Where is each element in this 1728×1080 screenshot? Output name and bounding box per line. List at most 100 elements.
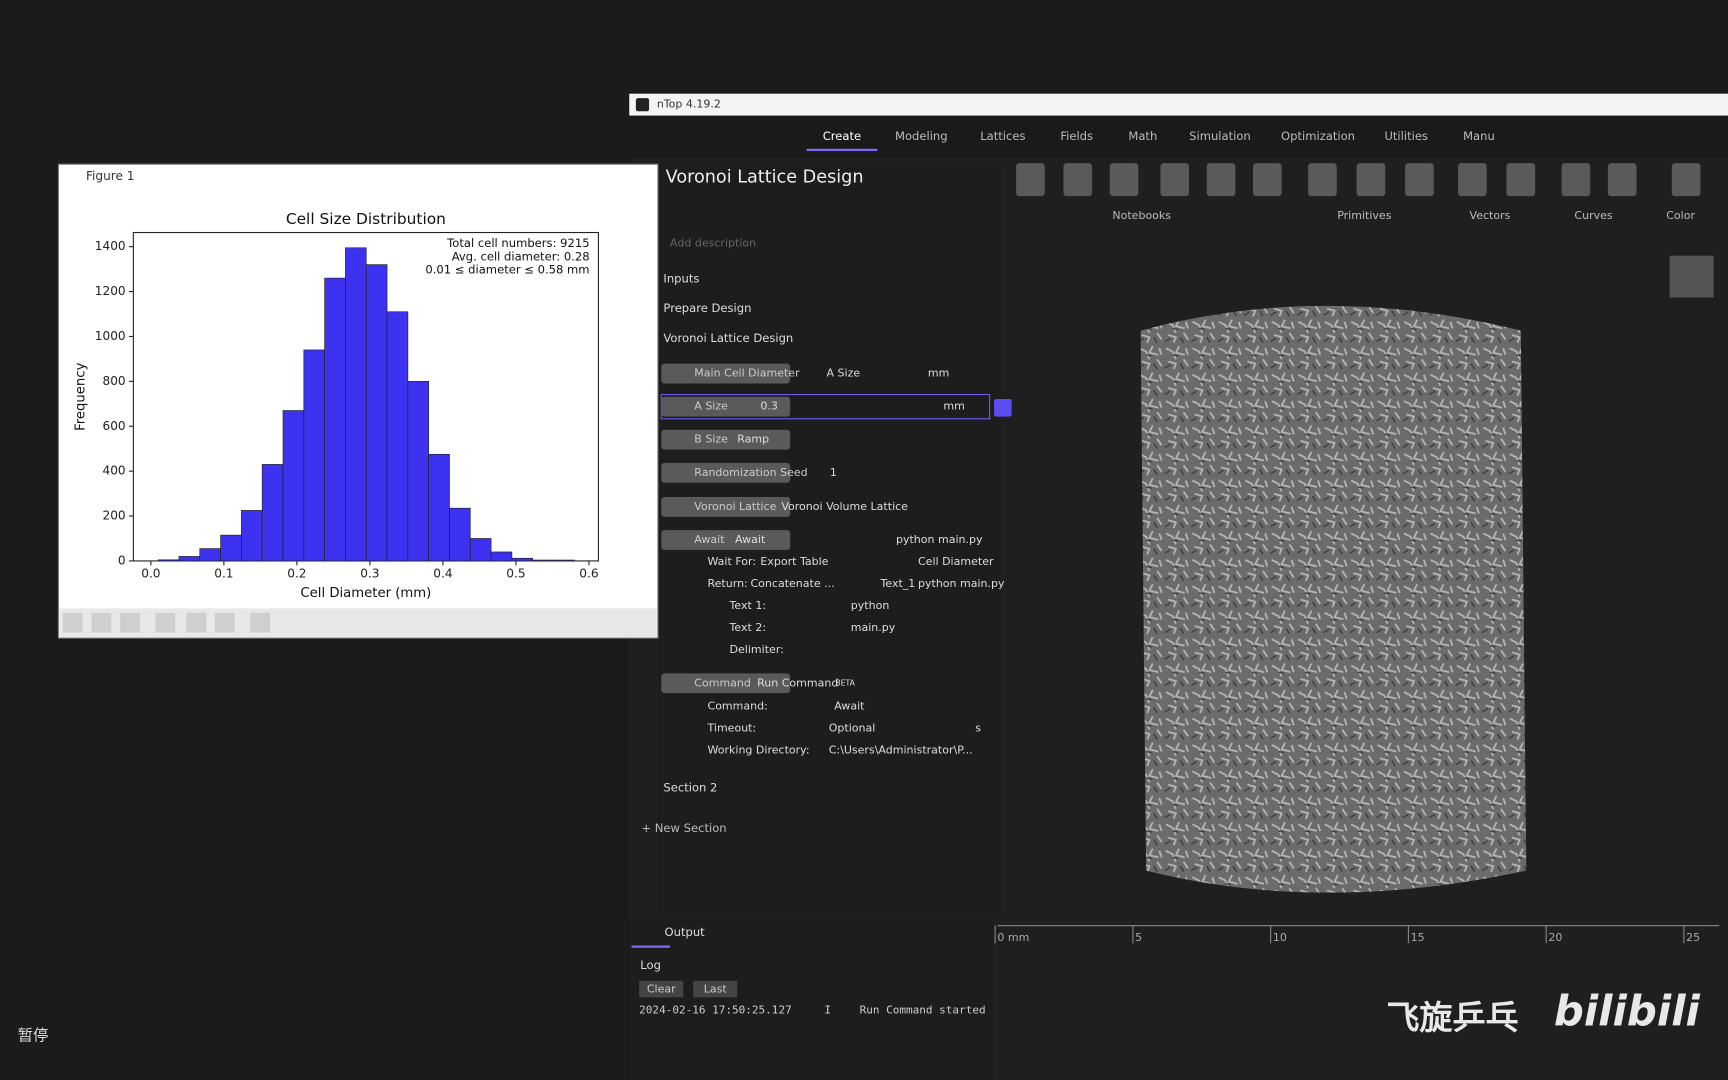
ribbon-icon[interactable] xyxy=(1671,163,1701,197)
ribbon-tab[interactable]: Manu xyxy=(1463,129,1495,143)
block-pill xyxy=(661,396,791,417)
y-tick-label: 600 xyxy=(103,419,126,433)
ribbon-icon[interactable] xyxy=(1160,163,1190,197)
ribbon-group[interactable]: Curves xyxy=(1574,209,1612,222)
x-axis-label: Cell Diameter (mm) xyxy=(300,586,431,601)
ribbon-icon[interactable] xyxy=(1206,163,1236,197)
ruler-label: 25 xyxy=(1686,931,1700,944)
ribbon-icon[interactable] xyxy=(1506,163,1536,197)
histogram-bar xyxy=(199,548,221,562)
histogram-bar xyxy=(449,507,471,562)
app-titlebar xyxy=(629,93,1728,116)
block-value[interactable]: Optional xyxy=(829,721,876,734)
view-cube[interactable] xyxy=(1669,255,1714,298)
ribbon-icon[interactable] xyxy=(1405,163,1434,197)
toolbar-button[interactable] xyxy=(155,612,176,633)
ribbon-icon[interactable] xyxy=(1063,163,1093,197)
ribbon-tab[interactable]: Utilities xyxy=(1384,129,1428,143)
histogram-bar xyxy=(553,559,575,562)
toolbar-button[interactable] xyxy=(250,612,270,633)
block-value[interactable]: C:\Users\Administrator\P... xyxy=(829,743,973,756)
ribbon-tab[interactable]: Modeling xyxy=(895,129,948,143)
block-value: python main.py xyxy=(896,533,983,546)
histogram-bar xyxy=(345,247,367,562)
toolbar-button[interactable] xyxy=(186,612,207,633)
histogram-bar xyxy=(324,277,346,562)
ribbon-icon[interactable] xyxy=(1458,163,1487,197)
toolbar-button[interactable] xyxy=(120,612,140,633)
ribbon-icon[interactable] xyxy=(1356,163,1386,197)
ribbon-icon[interactable] xyxy=(1308,163,1337,197)
voronoi-model xyxy=(1140,305,1527,893)
add-block-button[interactable] xyxy=(994,398,1012,417)
ribbon-tab[interactable]: Math xyxy=(1128,129,1157,143)
toolbar-button[interactable] xyxy=(62,612,83,633)
ribbon-tab[interactable]: Lattices xyxy=(980,129,1025,143)
chart-title: Cell Size Distribution xyxy=(286,210,446,228)
toolbar-button[interactable] xyxy=(214,612,235,633)
block-value[interactable]: A Size xyxy=(827,367,861,380)
section-heading: Section 2 xyxy=(663,780,717,794)
block-label: Randomization Seed xyxy=(694,466,807,479)
x-tick-label: 0.6 xyxy=(579,567,598,581)
histogram-bar xyxy=(365,264,388,562)
block-value[interactable]: Export Table xyxy=(760,555,828,568)
block-label: Command xyxy=(694,676,751,689)
block-value[interactable]: python xyxy=(851,599,890,612)
ribbon-tab[interactable]: Create xyxy=(823,129,861,143)
block-label: Working Directory: xyxy=(708,743,810,756)
toolbar-button[interactable] xyxy=(91,612,112,633)
block-label: A Size xyxy=(694,400,728,413)
ribbon-tab[interactable]: Simulation xyxy=(1189,129,1251,143)
block-pill xyxy=(661,673,791,694)
histogram-bar xyxy=(241,510,263,562)
ribbon-icon[interactable] xyxy=(1253,163,1282,197)
log-button[interactable] xyxy=(693,980,738,998)
histogram-bar xyxy=(407,381,429,562)
pause-label[interactable]: 暂停 xyxy=(18,1026,49,1044)
y-tick-label: 0 xyxy=(118,553,126,567)
block-value[interactable]: Concatenate ... xyxy=(750,577,834,590)
ribbon-group[interactable]: Color xyxy=(1666,209,1695,222)
y-tick-label: 1400 xyxy=(95,239,126,253)
histogram-bar xyxy=(220,534,242,562)
block-value[interactable]: Await xyxy=(735,533,766,546)
block-value[interactable]: Voronoi Volume Lattice xyxy=(781,500,908,513)
y-tick-label: 400 xyxy=(103,464,126,478)
block-value[interactable]: Ramp xyxy=(737,433,769,446)
output-tab[interactable]: Output xyxy=(665,925,706,939)
ribbon-icon[interactable] xyxy=(1016,163,1045,197)
ribbon-group[interactable]: Notebooks xyxy=(1112,209,1171,222)
ribbon-group[interactable]: Vectors xyxy=(1470,209,1511,222)
block-label: Wait For: xyxy=(708,555,757,568)
block-label: Main Cell Diameter xyxy=(694,367,800,380)
block-value[interactable]: Await xyxy=(834,699,865,712)
ribbon-icon[interactable] xyxy=(1607,163,1637,197)
histogram-bar xyxy=(469,538,492,562)
block-value[interactable]: 1 xyxy=(830,466,837,479)
ruler-label: 0 mm xyxy=(997,931,1029,944)
block-label: Delimiter: xyxy=(730,643,784,656)
ribbon-icon[interactable] xyxy=(1561,163,1591,197)
x-tick-label: 0.3 xyxy=(360,567,379,581)
new-section-button[interactable]: + New Section xyxy=(641,821,726,835)
ribbon-tab[interactable]: Fields xyxy=(1060,129,1093,143)
watermark-channel: 飞旋乒乓 xyxy=(1386,998,1518,1037)
ribbon-group[interactable]: Primitives xyxy=(1337,209,1392,222)
ribbon-icon[interactable] xyxy=(1109,163,1139,197)
log-entry: Run Command started xyxy=(860,1004,986,1017)
block-value[interactable]: 0.3 xyxy=(760,400,778,413)
ribbon-tab[interactable]: Optimization xyxy=(1281,129,1355,143)
block-value: Text_1 xyxy=(880,577,916,590)
ruler-label: 5 xyxy=(1135,931,1142,944)
block-label: Text 2: xyxy=(729,621,767,634)
block-value: BETA xyxy=(835,678,855,687)
block-value: Cell Diameter xyxy=(918,555,994,568)
x-tick-label: 0.1 xyxy=(214,567,233,581)
section-heading: Prepare Design xyxy=(663,301,751,315)
log-button[interactable] xyxy=(639,980,684,998)
log-button-label: Last xyxy=(704,983,728,996)
block-value[interactable]: Run Command xyxy=(757,676,838,689)
block-value[interactable]: main.py xyxy=(851,621,896,634)
histogram-bar xyxy=(386,311,409,562)
